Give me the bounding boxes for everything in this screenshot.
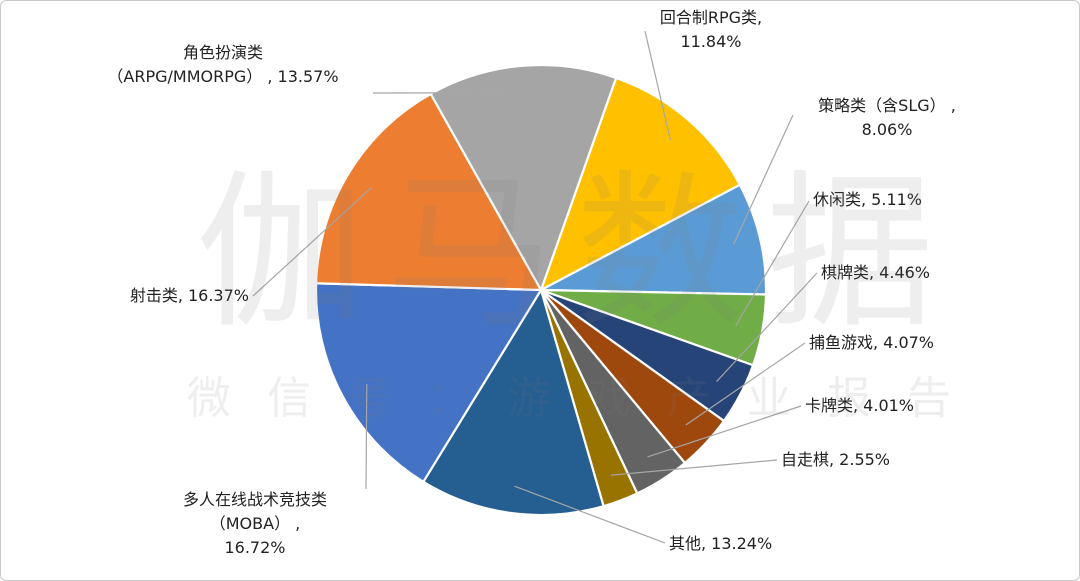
slice-label-8: 多人在线战术竞技类 （MOBA） , 16.72% [183,490,327,557]
pie-slice-9 [314,92,543,292]
slice-label-1: 策略类（含SLG） , 8.06% [818,96,956,139]
slice-label-4-line-0: 捕鱼游戏, 4.07% [809,333,934,352]
slice-label-10-line-0: 角色扮演类 [183,43,263,62]
leader-line-2 [735,200,810,326]
leader-line-0 [644,30,671,141]
slice-label-6-line-0: 自走棋, 2.55% [781,450,890,469]
slice-label-6: 自走棋, 2.55% [781,450,890,469]
pie-slice-8 [314,282,543,484]
leader-line-9 [252,187,373,297]
slice-label-0-line-1: 11.84% [680,32,741,51]
slice-label-5: 卡牌类, 4.01% [805,396,914,415]
slice-label-0: 回合制RPG类, 11.84% [660,8,762,51]
slice-label-2-line-0: 休闲类, 5.11% [813,190,922,209]
pie-slice-0 [539,76,742,293]
leader-line-3 [716,272,818,383]
slice-label-1-line-1: 8.06% [862,120,913,139]
pie-slices [314,63,768,517]
slice-label-7-line-0: 其他, 13.24% [669,534,772,553]
slice-label-8-line-2: 16.72% [224,538,285,557]
slice-label-2: 休闲类, 5.11% [813,190,922,209]
slice-labels: 回合制RPG类, 11.84% 策略类（含SLG） , 8.06% 休闲类, 5.11%… [107,8,955,557]
slice-label-5-line-0: 卡牌类, 4.01% [805,396,914,415]
pie-slice-10 [429,63,618,293]
slice-label-10-line-1: （ARPG/MMORPG） , 13.57% [107,67,338,86]
slice-label-10: 角色扮演类 （ARPG/MMORPG） , 13.57% [107,43,338,86]
leader-line-7 [514,485,666,544]
slice-label-9-line-0: 射击类, 16.37% [130,286,249,305]
slice-label-0-line-0: 回合制RPG类, [660,8,762,27]
slice-label-1-line-0: 策略类（含SLG） , [818,96,956,115]
slice-label-3-line-0: 棋牌类, 4.46% [821,263,930,282]
slice-label-9: 射击类, 16.37% [130,286,249,305]
leader-line-8 [365,384,368,490]
slice-label-4: 捕鱼游戏, 4.07% [809,333,934,352]
slice-label-8-line-1: （MOBA） , [210,514,301,533]
slice-label-7: 其他, 13.24% [669,534,772,553]
leader-line-1 [733,114,794,245]
slice-label-8-line-0: 多人在线战术竞技类 [183,490,327,509]
slice-label-3: 棋牌类, 4.46% [821,263,930,282]
leader-lines [252,30,818,544]
leader-line-5 [647,405,802,458]
pie-slice-1 [536,183,768,296]
leader-line-6 [611,459,778,476]
leader-line-4 [685,342,806,426]
pie-slice-7 [421,287,605,517]
